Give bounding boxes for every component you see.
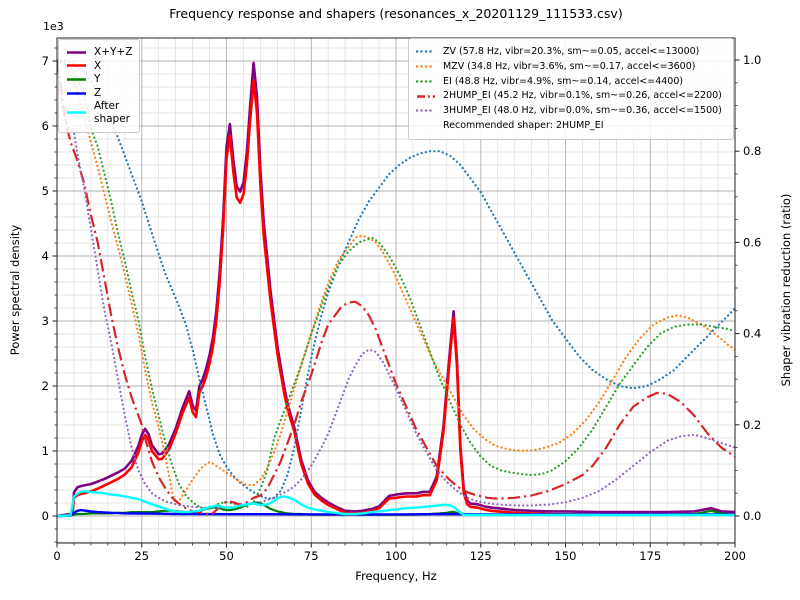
legend-item-zv: ZV (57.8 Hz, vibr=20.3%, sm~=0.05, accel… <box>416 45 726 59</box>
legend-item-label: 2HUMP_EI (45.2 Hz, vibr=0.1%, sm~=0.26, … <box>443 90 722 102</box>
legend-line-sample-solid <box>67 91 86 95</box>
legend-item-label: Recommended shaper: 2HUMP_EI <box>443 119 604 131</box>
tick-label: 175 <box>639 549 661 563</box>
legend-line-sample-solid <box>67 51 86 54</box>
tick-label: 0.4 <box>743 327 761 341</box>
tick-label: 3 <box>42 314 49 328</box>
tick-label: 100 <box>385 549 407 563</box>
tick-label: 125 <box>470 549 492 563</box>
tick-label: 200 <box>724 549 746 563</box>
series-zv <box>57 58 735 500</box>
tick-label: 25 <box>134 549 149 563</box>
tick-label: 75 <box>304 549 319 563</box>
legend-item-label: ZV (57.8 Hz, vibr=20.3%, sm~=0.05, accel… <box>443 46 700 57</box>
legend-item-label: X <box>94 59 102 72</box>
tick-label: 4 <box>42 249 49 263</box>
legend-item-x+y+z: X+Y+Z <box>66 46 132 59</box>
legend-item-label: 3HUMP_EI (48.0 Hz, vibr=0.0%, sm~=0.36, … <box>443 105 722 117</box>
legend-line-sample-dashdot <box>417 94 435 98</box>
series-2hump-ei <box>57 59 735 516</box>
legend-item-label: MZV (34.8 Hz, vibr=3.6%, sm~=0.17, accel… <box>443 60 696 72</box>
legend-line-sample-solid <box>67 111 86 115</box>
x-axis-label: Frequency, Hz <box>355 569 437 583</box>
tick-label: 0 <box>53 549 60 563</box>
tick-label: 1 <box>42 444 49 458</box>
tick-label: 50 <box>219 549 234 563</box>
axis-ticks <box>52 47 740 548</box>
tick-label: 1.0 <box>743 53 761 67</box>
legend-item-label: After shaper <box>94 100 131 125</box>
legend-item-recommended-shaper: Recommended shaper: 2HUMP_EI <box>416 119 726 133</box>
legend-line-sample-dotted <box>416 109 436 113</box>
y-axis-left-label: Power spectral density <box>8 224 22 356</box>
y-axis-right-label: Shaper vibration reduction (ratio) <box>779 193 793 387</box>
tick-label: 150 <box>555 549 577 563</box>
legend-line-sample-dotted <box>416 65 436 68</box>
tick-label: 5 <box>42 184 49 198</box>
series-ei <box>57 58 735 511</box>
legend-item-label: X+Y+Z <box>94 46 133 58</box>
legend-item-label: Z <box>94 86 102 99</box>
tick-label: 2 <box>42 379 49 393</box>
tick-label: 0.2 <box>743 418 761 432</box>
legend-shapers: ZV (57.8 Hz, vibr=20.3%, sm~=0.05, accel… <box>408 38 734 140</box>
legend-line-sample-solid <box>67 64 86 68</box>
legend-psd: X+Y+Z X Y Z After shaper <box>58 39 141 133</box>
tick-label: 0.6 <box>743 235 761 249</box>
series-3hump-ei <box>57 58 735 509</box>
legend-item-label: Y <box>94 73 101 86</box>
legend-line-sample-dotted <box>416 50 436 54</box>
axis-tick-labels: 0 25 50 75 100 125 150 175 200 0 1 2 3 4 5 6 7 0.0 0.2 0.4 0… <box>42 53 762 563</box>
series-mzv <box>57 58 735 505</box>
tick-label: 7 <box>42 54 49 68</box>
legend-item-mzv: MZV (34.8 Hz, vibr=3.6%, sm~=0.17, accel… <box>416 60 726 74</box>
tick-label: 6 <box>42 119 49 133</box>
series-group <box>57 58 735 518</box>
legend-item-z: Z <box>66 87 132 100</box>
legend-item-2hump_ei: 2HUMP_EI (45.2 Hz, vibr=0.1%, sm~=0.26, … <box>416 89 726 103</box>
tick-label: 0 <box>42 509 49 523</box>
tick-label: 0.0 <box>743 509 761 523</box>
legend-item-3hump_ei: 3HUMP_EI (48.0 Hz, vibr=0.0%, sm~=0.36, … <box>416 104 726 118</box>
series-after-shaper <box>57 490 735 518</box>
legend-item-y: Y <box>66 73 132 86</box>
legend-item-x: X <box>66 60 132 73</box>
legend-item-after: After shaper <box>66 100 132 125</box>
legend-line-sample-dotted <box>416 80 436 83</box>
y-axis-offset-text: 1e3 <box>43 20 64 33</box>
chart-title: Frequency response and shapers (resonanc… <box>169 6 623 21</box>
legend-item-ei: EI (48.8 Hz, vibr=4.9%, sm~=0.14, accel<… <box>416 75 726 89</box>
tick-label: 0.8 <box>743 144 761 158</box>
legend-line-sample-solid <box>67 78 86 81</box>
legend-item-label: EI (48.8 Hz, vibr=4.9%, sm~=0.14, accel<… <box>443 75 684 87</box>
